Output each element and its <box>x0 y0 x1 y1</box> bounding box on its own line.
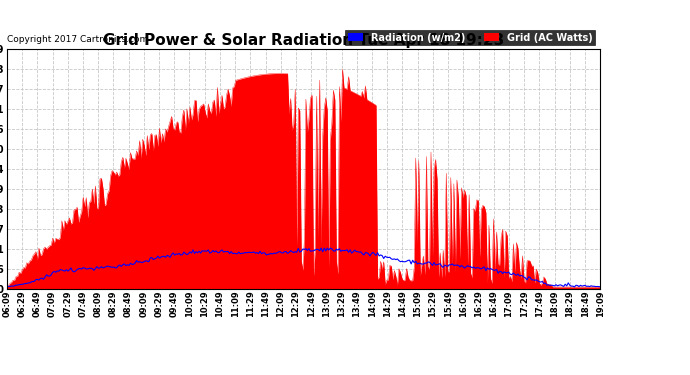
Legend: Radiation (w/m2), Grid (AC Watts): Radiation (w/m2), Grid (AC Watts) <box>345 30 595 45</box>
Title: Grid Power & Solar Radiation Tue Apr 18 19:23: Grid Power & Solar Radiation Tue Apr 18 … <box>103 33 504 48</box>
Text: Copyright 2017 Cartronics.com: Copyright 2017 Cartronics.com <box>7 35 148 44</box>
